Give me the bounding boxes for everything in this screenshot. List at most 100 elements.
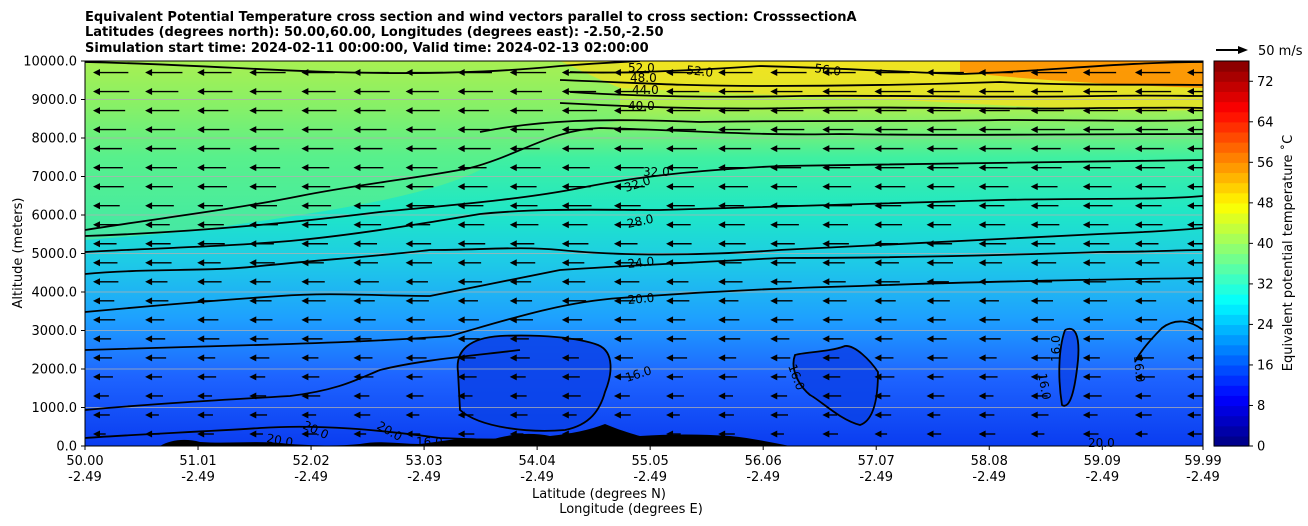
wind-vector-head — [249, 126, 257, 134]
wind-vector-head — [770, 354, 778, 362]
wind-vector-head — [405, 411, 413, 419]
wind-vector-head — [1134, 354, 1142, 362]
wind-vector-head — [1134, 164, 1142, 172]
wind-vector-head — [1082, 145, 1090, 153]
colorbar-band — [1214, 385, 1249, 396]
wind-vector-head — [1134, 126, 1142, 134]
wind-vector-head — [93, 392, 100, 400]
wind-vector-head — [1187, 430, 1194, 438]
wind-vector-head — [978, 164, 986, 172]
wind-vector-head — [874, 278, 882, 286]
wind-vector-head — [301, 373, 309, 381]
wind-vector-head — [1030, 335, 1038, 343]
contour-line — [85, 425, 561, 441]
wind-vector-head — [874, 202, 882, 210]
wind-vector-head — [405, 373, 413, 381]
wind-vector-head — [1082, 392, 1090, 400]
contour-label: 28.0 — [626, 212, 655, 231]
wind-vector-head — [822, 107, 830, 115]
wind-vector-head — [249, 278, 257, 286]
wind-vector-head — [197, 69, 205, 77]
wind-vector-head — [874, 145, 882, 153]
wind-vector-head — [613, 278, 621, 286]
wind-vector-head — [145, 183, 153, 191]
wind-vector-head — [249, 107, 257, 115]
wind-vector-head — [926, 316, 934, 324]
wind-vector-head — [405, 202, 413, 210]
colorbar-band — [1214, 415, 1249, 427]
wind-vector-head — [249, 316, 257, 324]
wind-vector-head — [561, 392, 569, 400]
wind-vector-head — [509, 202, 517, 210]
wind-vector-head — [457, 316, 465, 324]
wind-vector-head — [509, 354, 517, 362]
wind-vector-head — [718, 221, 726, 229]
wind-vector-head — [1187, 126, 1194, 134]
wind-vector-head — [770, 411, 778, 419]
wind-vector-head — [978, 411, 986, 419]
wind-vector-head — [613, 145, 621, 153]
colorbar-band — [1214, 364, 1249, 376]
colorbar-band — [1214, 182, 1249, 194]
wind-vector-head — [457, 392, 465, 400]
wind-vector-head — [1134, 411, 1142, 419]
wind-vector-head — [770, 373, 778, 381]
colorbar-band — [1214, 142, 1249, 153]
wind-vector-head — [926, 259, 934, 267]
wind-vector-head — [1134, 88, 1142, 96]
terrain — [85, 424, 1203, 446]
wind-vector-head — [405, 145, 413, 153]
colorbar-band — [1214, 273, 1249, 285]
contour-label: 44.0 — [632, 83, 659, 97]
wind-vector-head — [613, 354, 621, 362]
colorbar-band — [1214, 71, 1249, 82]
wind-vector-head — [93, 354, 100, 362]
wind-vector-head — [822, 335, 830, 343]
wind-vector-head — [561, 202, 569, 210]
wind-vector-head — [770, 316, 778, 324]
wind-vector-head — [1082, 107, 1090, 115]
wind-vector-head — [1030, 354, 1038, 362]
wind-vector-head — [249, 164, 257, 172]
contour-label: 20.0 — [627, 291, 655, 307]
wind-vector-head — [145, 259, 153, 267]
wind-vector-head — [1082, 354, 1090, 362]
wind-vector-head — [978, 183, 986, 191]
wind-vector-head — [145, 69, 153, 77]
wind-vector-head — [822, 145, 830, 153]
wind-vector-head — [1187, 164, 1194, 172]
wind-vector-head — [874, 354, 882, 362]
wind-vector-head — [145, 392, 153, 400]
wind-vector-head — [1082, 221, 1090, 229]
wind-vector-head — [1134, 202, 1142, 210]
wind-vector-head — [1187, 107, 1194, 115]
y-axis-label: Altitude (meters) — [11, 198, 26, 309]
wind-vector-head — [770, 164, 778, 172]
wind-vector-head — [405, 430, 413, 438]
wind-vector-head — [1187, 278, 1194, 286]
wind-vector-head — [561, 316, 569, 324]
wind-vector-head — [822, 278, 830, 286]
contour-line — [569, 91, 1203, 98]
wind-vector-head — [1030, 278, 1038, 286]
x-tick-label-lat: 59.09 — [1084, 454, 1121, 469]
wind-vector-head — [509, 69, 517, 77]
wind-vector-head — [509, 240, 517, 248]
contour-label: 52.0 — [628, 61, 655, 75]
contour-label: 48.0 — [630, 71, 657, 85]
wind-vector-head — [613, 126, 621, 134]
wind-vector-head — [197, 221, 205, 229]
wind-vector-head — [1134, 240, 1142, 248]
contour-label: 16.0 — [1035, 372, 1053, 401]
wind-vector-head — [353, 392, 361, 400]
wind-vector-head — [1082, 202, 1090, 210]
wind-vector-head — [666, 183, 674, 191]
wind-vector-head — [301, 145, 309, 153]
wind-vector-head — [770, 183, 778, 191]
wind-vector-head — [874, 392, 882, 400]
wind-vector-head — [822, 430, 830, 438]
wind-vector-head — [301, 202, 309, 210]
wind-vector-head — [197, 164, 205, 172]
wind-vector-head — [770, 259, 778, 267]
wind-vector-head — [301, 392, 309, 400]
